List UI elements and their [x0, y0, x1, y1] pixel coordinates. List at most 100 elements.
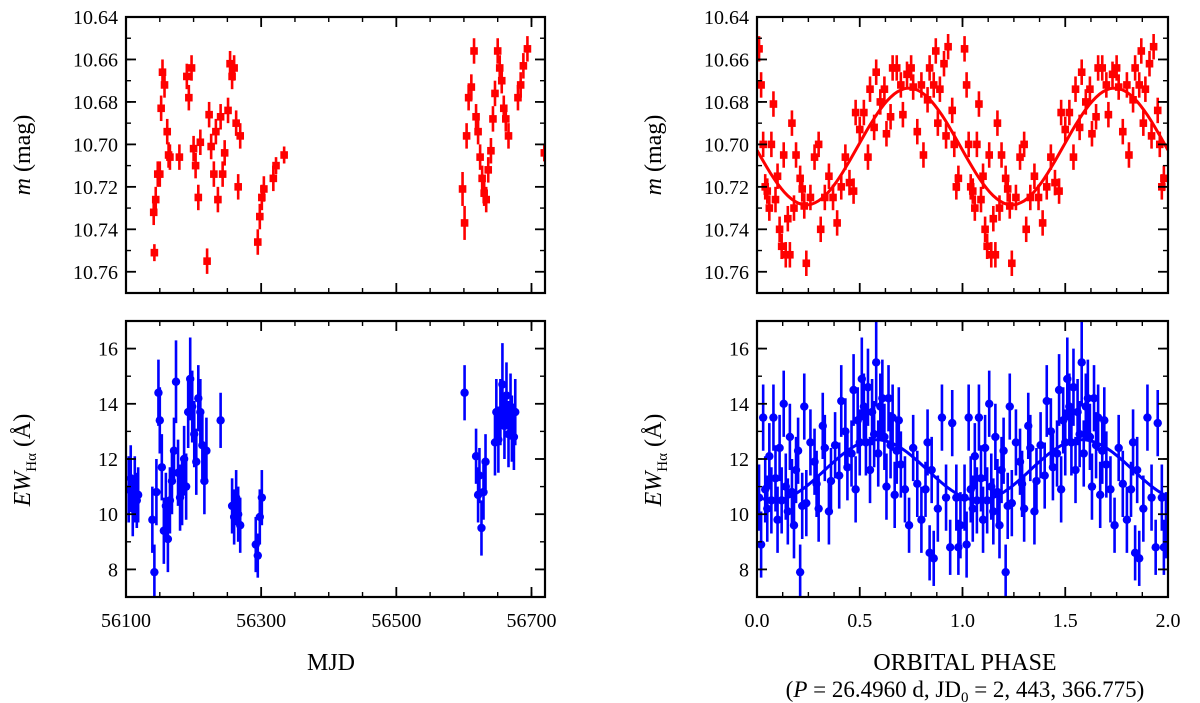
- data-point: [798, 185, 807, 193]
- data-point: [792, 151, 800, 159]
- data-point: [1026, 443, 1035, 453]
- data-point: [540, 149, 545, 157]
- data-point: [903, 70, 911, 79]
- data-point: [228, 72, 236, 81]
- plot-area-mag-phase: [755, 15, 1170, 295]
- data-point: [460, 219, 469, 227]
- data-point: [158, 68, 167, 76]
- data-point: [467, 83, 476, 91]
- y-tick-label: 10.72: [73, 177, 118, 199]
- data-point: [757, 493, 764, 502]
- data-point: [514, 93, 522, 102]
- data-point: [218, 170, 227, 178]
- data-point: [1003, 185, 1012, 193]
- data-point: [149, 208, 158, 217]
- data-point: [1079, 449, 1088, 458]
- data-point: [989, 214, 998, 223]
- data-point: [236, 521, 245, 530]
- data-point: [1065, 108, 1074, 117]
- data-point: [991, 432, 1000, 442]
- data-point: [1069, 153, 1078, 161]
- data-point: [1125, 151, 1133, 159]
- data-point: [1137, 47, 1146, 55]
- data-point: [1094, 64, 1102, 72]
- data-point: [1122, 515, 1132, 524]
- x-tick-label: 56100: [101, 610, 151, 632]
- data-point: [913, 127, 922, 136]
- data-point: [908, 443, 918, 453]
- data-point: [1001, 567, 1010, 577]
- data-point: [1077, 68, 1086, 76]
- data-point: [1071, 465, 1080, 475]
- data-point: [907, 64, 915, 72]
- data-point: [1067, 438, 1076, 447]
- data-point: [980, 443, 990, 453]
- data-layer-ew-mjd: [126, 337, 520, 597]
- data-point: [851, 108, 860, 117]
- data-point: [1057, 108, 1065, 117]
- data-point: [964, 413, 973, 422]
- data-point: [1118, 479, 1127, 489]
- data-point: [825, 172, 833, 181]
- data-point: [944, 42, 952, 51]
- data-point: [989, 507, 998, 516]
- data-point: [802, 498, 811, 508]
- data-point: [952, 493, 961, 502]
- y-tick-label: 10.64: [704, 7, 749, 29]
- data-point: [909, 83, 917, 91]
- data-point: [462, 132, 471, 140]
- data-point: [841, 153, 850, 161]
- data-point: [185, 93, 193, 102]
- data-point: [481, 457, 490, 466]
- data-point: [1112, 64, 1121, 72]
- data-point: [765, 452, 774, 461]
- data-point: [869, 429, 879, 439]
- data-point: [1016, 153, 1024, 161]
- data-point: [892, 64, 901, 72]
- data-point: [866, 85, 874, 93]
- data-point: [1139, 119, 1148, 127]
- data-point: [258, 193, 266, 202]
- data-point: [806, 438, 815, 447]
- data-point: [859, 402, 869, 411]
- data-point: [829, 193, 837, 202]
- data-point: [758, 413, 768, 422]
- data-point: [833, 219, 841, 227]
- data-point: [260, 185, 268, 193]
- data-point: [166, 153, 174, 161]
- x-tick-label: 56300: [236, 610, 286, 632]
- data-point: [1030, 172, 1039, 181]
- data-point: [888, 64, 897, 72]
- data-point: [509, 432, 519, 442]
- data-point: [205, 110, 213, 119]
- data-point: [1061, 125, 1070, 134]
- data-point: [757, 81, 765, 89]
- x-axis-subtitle-period: (P = 26.4960 d, JD0 = 2, 443, 366.775): [786, 677, 1145, 703]
- data-point: [1026, 193, 1035, 202]
- data-point: [154, 388, 163, 397]
- x-axis-ew-phase: 0.0 0.5 1.0 1.5 2.0: [745, 321, 1181, 632]
- data-point: [880, 85, 889, 93]
- y-axis-ew-mjd: 8 10 12 14 16: [98, 320, 545, 598]
- data-point: [1047, 153, 1055, 161]
- x-axis-mag-phase: [756, 17, 1169, 293]
- data-point: [1151, 543, 1160, 552]
- plot-area-mag-mjd: [124, 15, 547, 295]
- data-point: [474, 127, 482, 136]
- data-point: [757, 45, 763, 53]
- data-point: [790, 204, 798, 212]
- data-point: [962, 540, 971, 549]
- data-point: [927, 465, 936, 475]
- data-point: [960, 45, 969, 53]
- data-point: [934, 119, 942, 127]
- data-point: [948, 418, 957, 428]
- data-point: [763, 504, 772, 513]
- data-point: [478, 174, 486, 183]
- y-tick-label: 10.66: [704, 49, 749, 71]
- data-point: [1032, 476, 1041, 486]
- data-point: [970, 452, 980, 461]
- data-point: [826, 476, 836, 486]
- data-point: [779, 151, 788, 159]
- data-point: [919, 151, 928, 159]
